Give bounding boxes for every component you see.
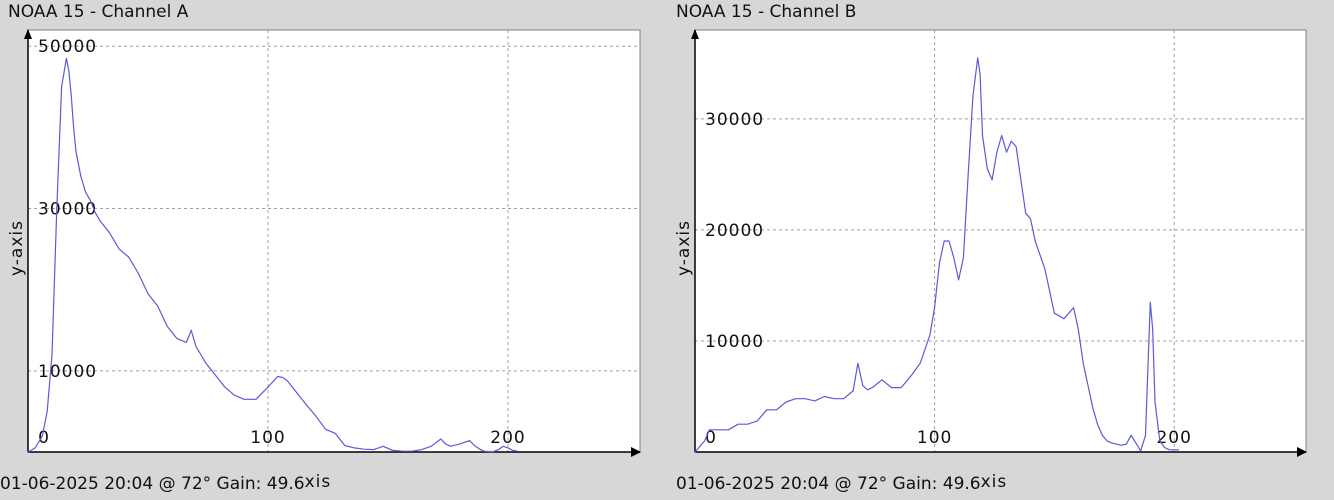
chart-title-a: NOAA 15 - Channel A [8,2,189,22]
x-axis-arrow-icon [631,447,641,457]
y-tick-label: 50000 [38,37,97,57]
y-tick-label: 30000 [705,110,764,130]
plot-area-b [694,29,1307,453]
y-tick-label: 20000 [705,221,764,241]
x-tick-label: 0 [38,428,50,448]
y-axis-arrow-icon [24,29,32,39]
x-tick-label: 200 [1156,428,1191,448]
chart-title-b: NOAA 15 - Channel B [676,2,857,22]
plot-area-a [27,29,641,453]
x-tick-label: 100 [250,428,285,448]
y-axis-arrow-icon [691,29,699,39]
y-tick-label: 10000 [705,332,764,352]
y-tick-label: 30000 [38,200,97,220]
y-axis-label: y-axis [674,220,694,276]
x-tick-label: 0 [705,428,717,448]
footer-b-info: 01-06-2025 20:04 @ 72° Gain: 49.6 [676,474,981,494]
footer-b: 01-06-2025 20:04 @ 72° Gain: 49.6xis [676,472,1008,494]
x-tick-label: 200 [490,428,525,448]
series-line-a-0 [27,57,518,453]
x-tick-label: 100 [917,428,952,448]
footer-a-info: 01-06-2025 20:04 @ 72° Gain: 49.6 [0,474,305,494]
series-line-b-0 [694,57,1179,453]
footer-a-axis-label: xis [304,472,332,492]
footer-a: 01-06-2025 20:04 @ 72° Gain: 49.6xis [0,472,332,494]
footer-b-axis-label: xis [980,472,1008,492]
y-tick-label: 10000 [38,362,97,382]
x-axis-arrow-icon [1297,447,1307,457]
y-axis-label: y-axis [7,220,27,276]
chart-b: 0 100 200 10000 20000 30000 y-axis [674,29,1307,457]
chart-a: 0 100 200 10000 30000 50000 y-axis [7,29,641,457]
